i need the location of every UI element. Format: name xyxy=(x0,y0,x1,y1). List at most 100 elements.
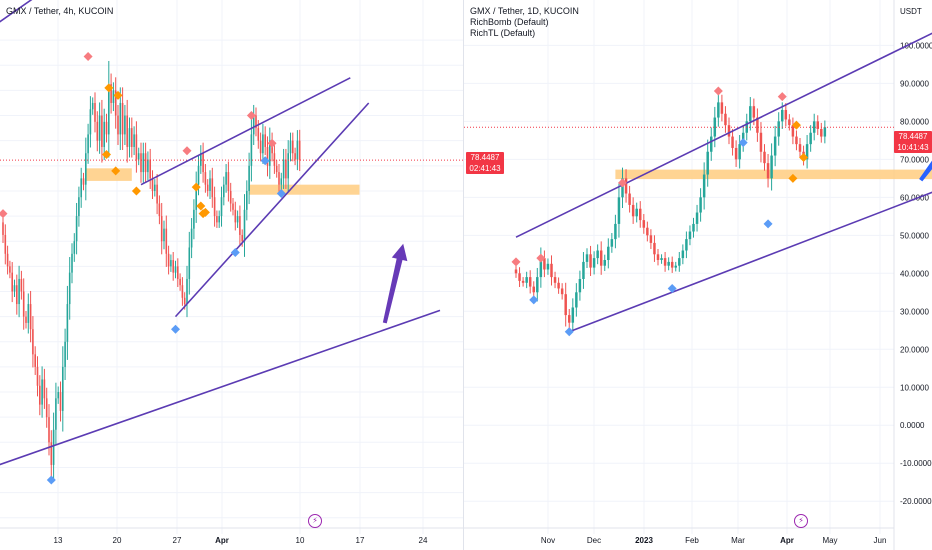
right-signal-diamond xyxy=(564,327,574,337)
left-candle xyxy=(87,134,89,154)
right-y-tick: 80.0000 xyxy=(900,117,929,126)
left-trendline xyxy=(0,0,33,23)
right-candle xyxy=(717,102,720,118)
left-signal-diamond xyxy=(246,111,256,121)
left-signal-diamond xyxy=(267,138,277,148)
right-y-tick: -10.0000 xyxy=(900,459,932,468)
left-candle xyxy=(64,341,66,367)
left-candle xyxy=(204,172,207,185)
right-candle xyxy=(795,136,798,145)
right-candle xyxy=(553,277,557,283)
right-candle xyxy=(773,136,777,156)
right-candle xyxy=(823,127,827,137)
right-candle xyxy=(699,197,702,213)
left-signal-diamond xyxy=(131,186,141,196)
left-x-tick: 17 xyxy=(356,536,365,545)
left-flash-icon[interactable]: ⚡ xyxy=(308,514,322,528)
left-signal-diamond xyxy=(198,209,208,219)
right-candle xyxy=(539,258,543,278)
right-candle xyxy=(663,258,667,266)
left-price-badge: 78.4487 02:41:43 xyxy=(466,152,504,174)
right-candle xyxy=(564,294,567,316)
left-candle xyxy=(38,385,41,405)
left-candle xyxy=(6,253,9,267)
left-candle xyxy=(29,304,32,330)
left-candle xyxy=(147,159,149,173)
left-signal-diamond xyxy=(196,201,206,211)
left-chart-title: GMX / Tether, 4h, KUCOIN xyxy=(6,6,114,16)
left-candle xyxy=(209,178,211,191)
right-candle xyxy=(710,136,713,152)
right-trendline xyxy=(515,32,932,238)
left-candle xyxy=(98,115,101,141)
right-candle xyxy=(525,277,528,283)
left-trendline xyxy=(140,77,351,186)
right-candle xyxy=(656,254,660,261)
left-chart-canvas[interactable]: 88.000086.000084.000082.000080.000078.00… xyxy=(0,0,464,550)
right-trendline xyxy=(568,191,932,333)
left-candle xyxy=(252,115,255,135)
left-signal-diamond xyxy=(83,51,93,61)
right-candle xyxy=(617,197,621,224)
left-candle xyxy=(101,115,103,147)
right-chart-panel[interactable]: 100.0000 90.0000 80.0000 70.0000 60.0000 50.0… xyxy=(464,0,932,550)
right-flash-icon[interactable]: ⚡ xyxy=(794,514,808,528)
right-candle xyxy=(784,109,788,120)
left-candle xyxy=(41,379,43,405)
left-signal-diamond xyxy=(113,90,123,100)
left-x-tick: 24 xyxy=(419,536,428,545)
left-candle xyxy=(291,140,294,154)
left-candle xyxy=(190,228,193,248)
right-candle xyxy=(660,258,663,261)
right-candle xyxy=(752,106,756,118)
right-candle xyxy=(649,235,653,243)
left-candle xyxy=(82,178,85,185)
right-candle xyxy=(770,155,773,179)
left-candle xyxy=(55,398,57,430)
right-candle xyxy=(550,263,553,278)
right-y-tick: 0.0000 xyxy=(900,421,925,430)
left-candle xyxy=(197,165,200,185)
left-candle xyxy=(13,285,16,292)
right-candle xyxy=(731,136,734,148)
right-candle xyxy=(727,125,731,137)
right-price-value: 78.4487 xyxy=(898,132,928,141)
left-candle xyxy=(262,134,264,154)
left-candle xyxy=(9,266,11,273)
right-countdown: 10:41:43 xyxy=(897,143,929,152)
left-candle xyxy=(84,153,87,185)
right-x-tick: Feb xyxy=(685,536,699,545)
right-candle xyxy=(724,113,727,126)
left-candle xyxy=(268,140,271,166)
left-signal-diamond xyxy=(182,146,192,156)
left-candle xyxy=(264,134,267,147)
left-candle xyxy=(183,297,186,305)
indicator-richtl[interactable]: RichTL (Default) xyxy=(470,28,536,38)
left-chart-panel[interactable]: 88.000086.000084.000082.000080.000078.00… xyxy=(0,0,464,550)
right-candle xyxy=(621,178,624,198)
left-candle xyxy=(11,272,14,292)
right-candle xyxy=(702,174,706,198)
right-candle xyxy=(706,151,709,175)
left-signal-diamond xyxy=(111,166,121,176)
left-candle xyxy=(121,102,124,135)
left-candle xyxy=(206,184,209,191)
right-signal-diamond xyxy=(536,253,546,263)
right-chart-canvas[interactable]: 100.0000 90.0000 80.0000 70.0000 60.0000 50.0… xyxy=(464,0,932,550)
left-support-zone xyxy=(85,168,132,181)
left-candle xyxy=(133,134,135,147)
right-candle xyxy=(568,315,571,323)
panel-divider[interactable] xyxy=(463,0,464,550)
right-candle xyxy=(575,292,578,308)
right-candle xyxy=(692,223,695,232)
right-candle xyxy=(667,261,670,266)
right-y-tick: 10.0000 xyxy=(900,383,929,392)
right-signal-diamond xyxy=(713,86,723,96)
left-candle xyxy=(15,285,18,305)
left-candle xyxy=(94,102,96,122)
indicator-richbomb[interactable]: RichBomb (Default) xyxy=(470,17,549,27)
left-candle xyxy=(236,216,239,223)
right-candle xyxy=(631,204,635,217)
right-y-tick: 70.0000 xyxy=(900,155,929,164)
right-candle xyxy=(674,265,677,268)
